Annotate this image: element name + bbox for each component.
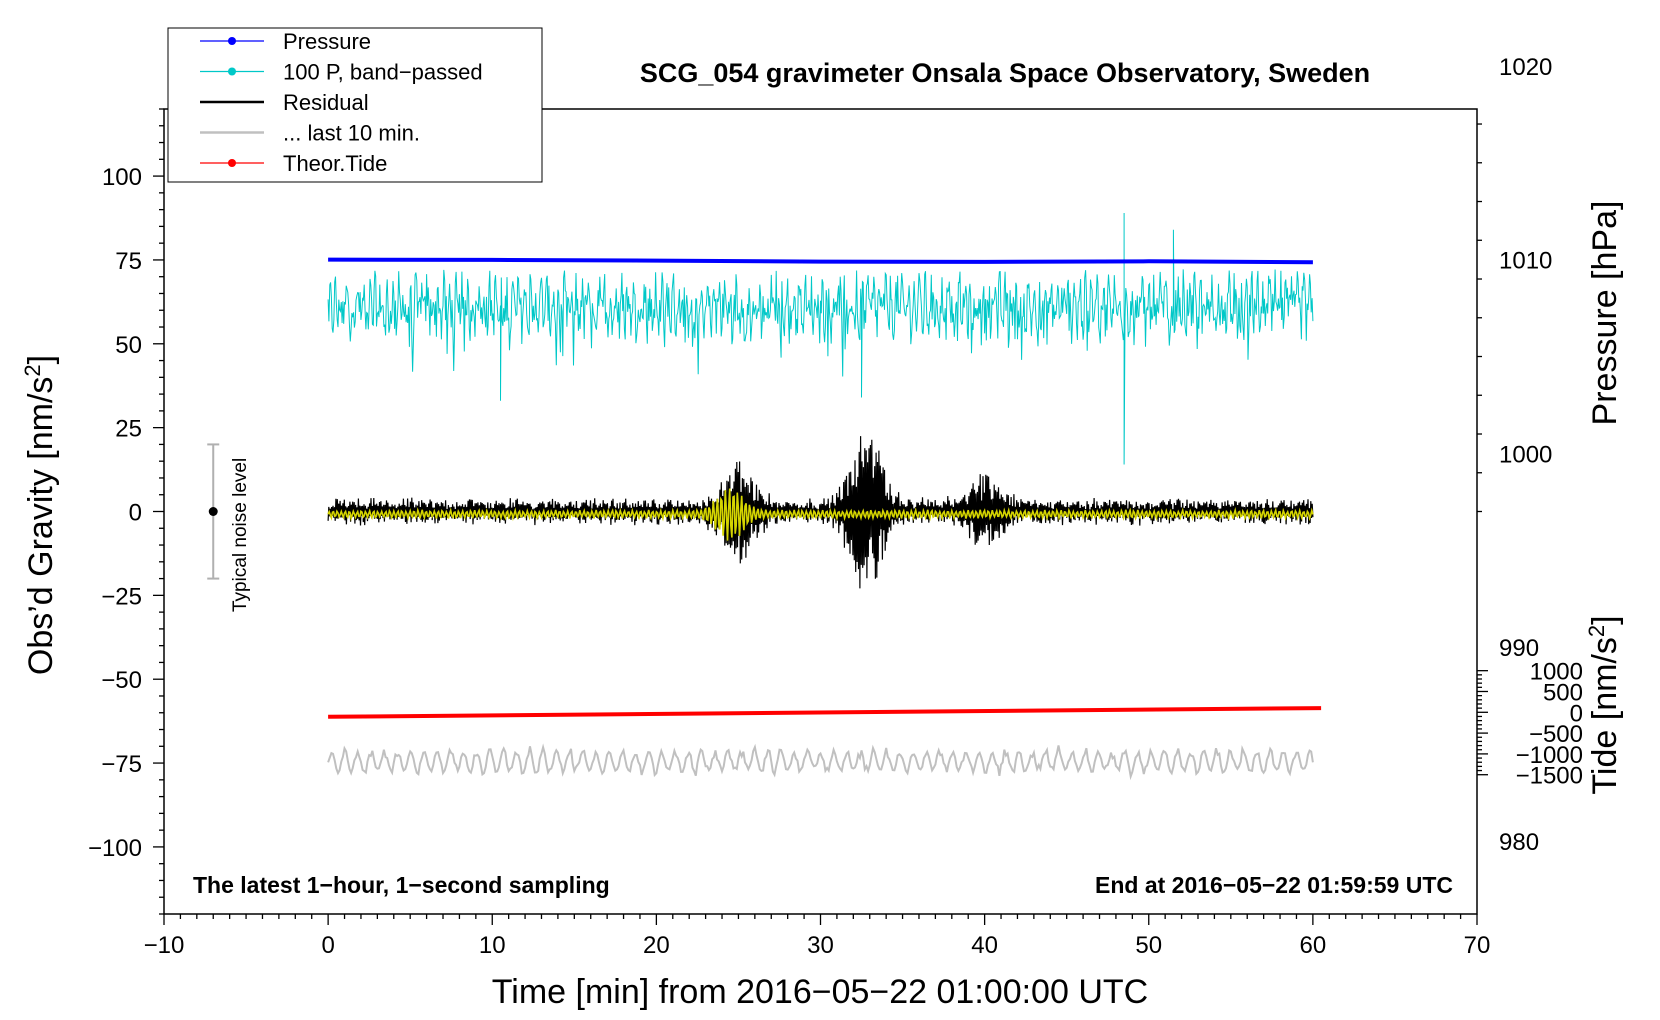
theoretical-tide-series — [328, 706, 1322, 719]
pressure-tick-label: 1000 — [1499, 441, 1552, 468]
pressure-tick-label: 980 — [1499, 829, 1539, 856]
pressure-line — [328, 257, 1313, 265]
legend-label: Theor.Tide — [283, 151, 387, 176]
end-time-annotation: End at 2016−05−22 01:59:59 UTC — [1095, 872, 1453, 898]
y-left-tick-label: 0 — [129, 500, 142, 527]
legend-label: ... last 10 min. — [283, 121, 420, 146]
chart-title: SCG_054 gravimeter Onsala Space Observat… — [640, 58, 1370, 88]
x-tick-label: 40 — [971, 932, 998, 959]
pressure-series — [328, 257, 1313, 265]
x-tick-label: −10 — [144, 932, 185, 959]
sampling-annotation: The latest 1−hour, 1−second sampling — [193, 872, 610, 898]
x-tick-label: 70 — [1464, 932, 1491, 959]
noise-bar-center-dot — [208, 507, 218, 516]
y-left-tick-label: −75 — [101, 751, 142, 778]
tide-axis-title: Tide [nm/s2] — [1584, 615, 1624, 794]
tide-tick-label: 500 — [1543, 679, 1583, 706]
legend-label: 100 P, band−passed — [283, 60, 483, 85]
x-tick-label: 20 — [643, 932, 670, 959]
bandpassed-line — [327, 213, 1314, 465]
right-y-axis-ticks: 103010201010100099098010005000−500−1000−… — [1477, 54, 1583, 856]
filtered-residual-line — [327, 488, 1314, 541]
legend-box — [167, 27, 543, 183]
legend-swatch-marker — [228, 159, 236, 167]
pressure-tick-label: 990 — [1499, 635, 1539, 662]
legend-swatch-marker — [228, 37, 236, 45]
y-left-tick-label: −50 — [101, 667, 142, 694]
x-axis-title: Time [min] from 2016−05−22 01:00:00 UTC — [492, 973, 1148, 1011]
legend-label: Pressure — [283, 29, 371, 54]
x-tick-label: 0 — [321, 932, 334, 959]
y-left-tick-label: −25 — [101, 583, 142, 610]
last-10-min-series — [327, 743, 1314, 781]
filtered-residual-series — [327, 488, 1314, 541]
tide-tick-label: 1000 — [1530, 659, 1583, 686]
y-left-tick-label: −100 — [88, 835, 142, 862]
left-y-axis-title-main: Obs’d Gravity [nm/s — [22, 377, 60, 676]
tide-axis-title-end: ] — [1586, 615, 1624, 624]
pressure-tick-label: 1020 — [1499, 54, 1552, 81]
x-tick-label: 30 — [807, 932, 834, 959]
x-tick-label: 60 — [1300, 932, 1327, 959]
x-tick-label: 10 — [479, 932, 506, 959]
tide-axis-title-main: Tide [nm/s — [1586, 637, 1624, 794]
tide-tick-label: −500 — [1529, 721, 1583, 748]
noise-level-bar — [207, 443, 220, 580]
pressure-axis-title: Pressure [hPa] — [1586, 201, 1624, 426]
legend-label: Residual — [283, 90, 369, 115]
tide-tick-label: −1000 — [1516, 742, 1583, 769]
legend-swatch-marker — [228, 67, 236, 76]
legend: Pressure 100 P, band−passed Residual ... la… — [167, 27, 543, 183]
bandpassed-series — [327, 213, 1314, 465]
x-tick-label: 50 — [1135, 932, 1162, 959]
left-y-axis-title-sup: 2 — [20, 364, 45, 376]
y-left-tick-label: 75 — [115, 248, 142, 275]
tide-line — [328, 706, 1322, 719]
noise-level-label: Typical noise level — [230, 458, 251, 612]
y-left-tick-label: 100 — [102, 164, 142, 191]
left-y-axis-title: Obs’d Gravity [nm/s2] — [20, 355, 60, 675]
tide-axis-title-sup: 2 — [1584, 625, 1609, 637]
x-axis-ticks: −10 0 10 20 30 40 50 60 70 — [144, 914, 1491, 959]
left-y-axis-title-end: ] — [22, 355, 60, 364]
tide-tick-label: −1500 — [1516, 763, 1583, 790]
y-left-tick-label: 25 — [115, 416, 142, 443]
last-10-min-line — [327, 743, 1314, 781]
pressure-tick-label: 1010 — [1499, 248, 1552, 275]
y-left-tick-label: 50 — [115, 332, 142, 359]
left-y-axis-ticks: 100 75 50 25 0 −25 −50 −75 −100 — [88, 108, 164, 915]
tide-tick-label: 0 — [1570, 700, 1583, 727]
